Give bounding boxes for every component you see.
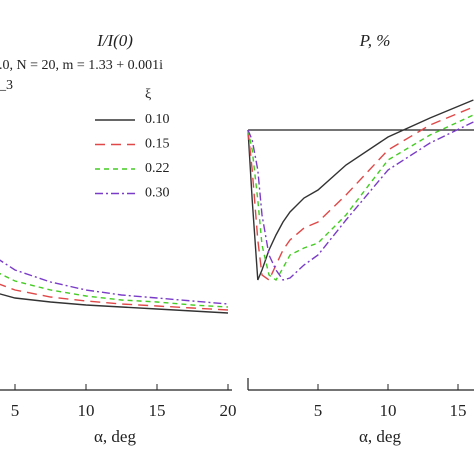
series-line <box>247 121 474 281</box>
series-line <box>247 114 474 282</box>
x-tick-label: 10 <box>380 401 397 420</box>
series-line <box>0 259 229 305</box>
annotation: 8_3 <box>0 78 13 93</box>
x-axis-label: α, deg <box>94 427 136 446</box>
x-tick-label: 5 <box>11 401 20 420</box>
legend-title: ξ <box>145 87 151 102</box>
legend-label: 0.15 <box>145 137 170 152</box>
x-tick-label: 10 <box>78 401 95 420</box>
series-line <box>0 272 229 308</box>
right-title: P, % <box>359 31 391 50</box>
x-tick-label: 15 <box>450 401 467 420</box>
series-line <box>247 99 474 281</box>
annotation: 1.0, N = 20, m = 1.33 + 0.001i <box>0 58 163 73</box>
legend-label: 0.22 <box>145 161 170 176</box>
legend-label: 0.30 <box>145 186 170 201</box>
x-tick-label: 20 <box>220 401 237 420</box>
series-line <box>0 283 229 311</box>
x-axis-label: α, deg <box>359 427 401 446</box>
x-tick-label: 5 <box>314 401 323 420</box>
series-line <box>247 106 474 282</box>
legend-label: 0.10 <box>145 112 170 127</box>
series-line <box>0 293 229 314</box>
left-title: I/I(0) <box>96 31 133 50</box>
x-tick-label: 15 <box>149 401 166 420</box>
